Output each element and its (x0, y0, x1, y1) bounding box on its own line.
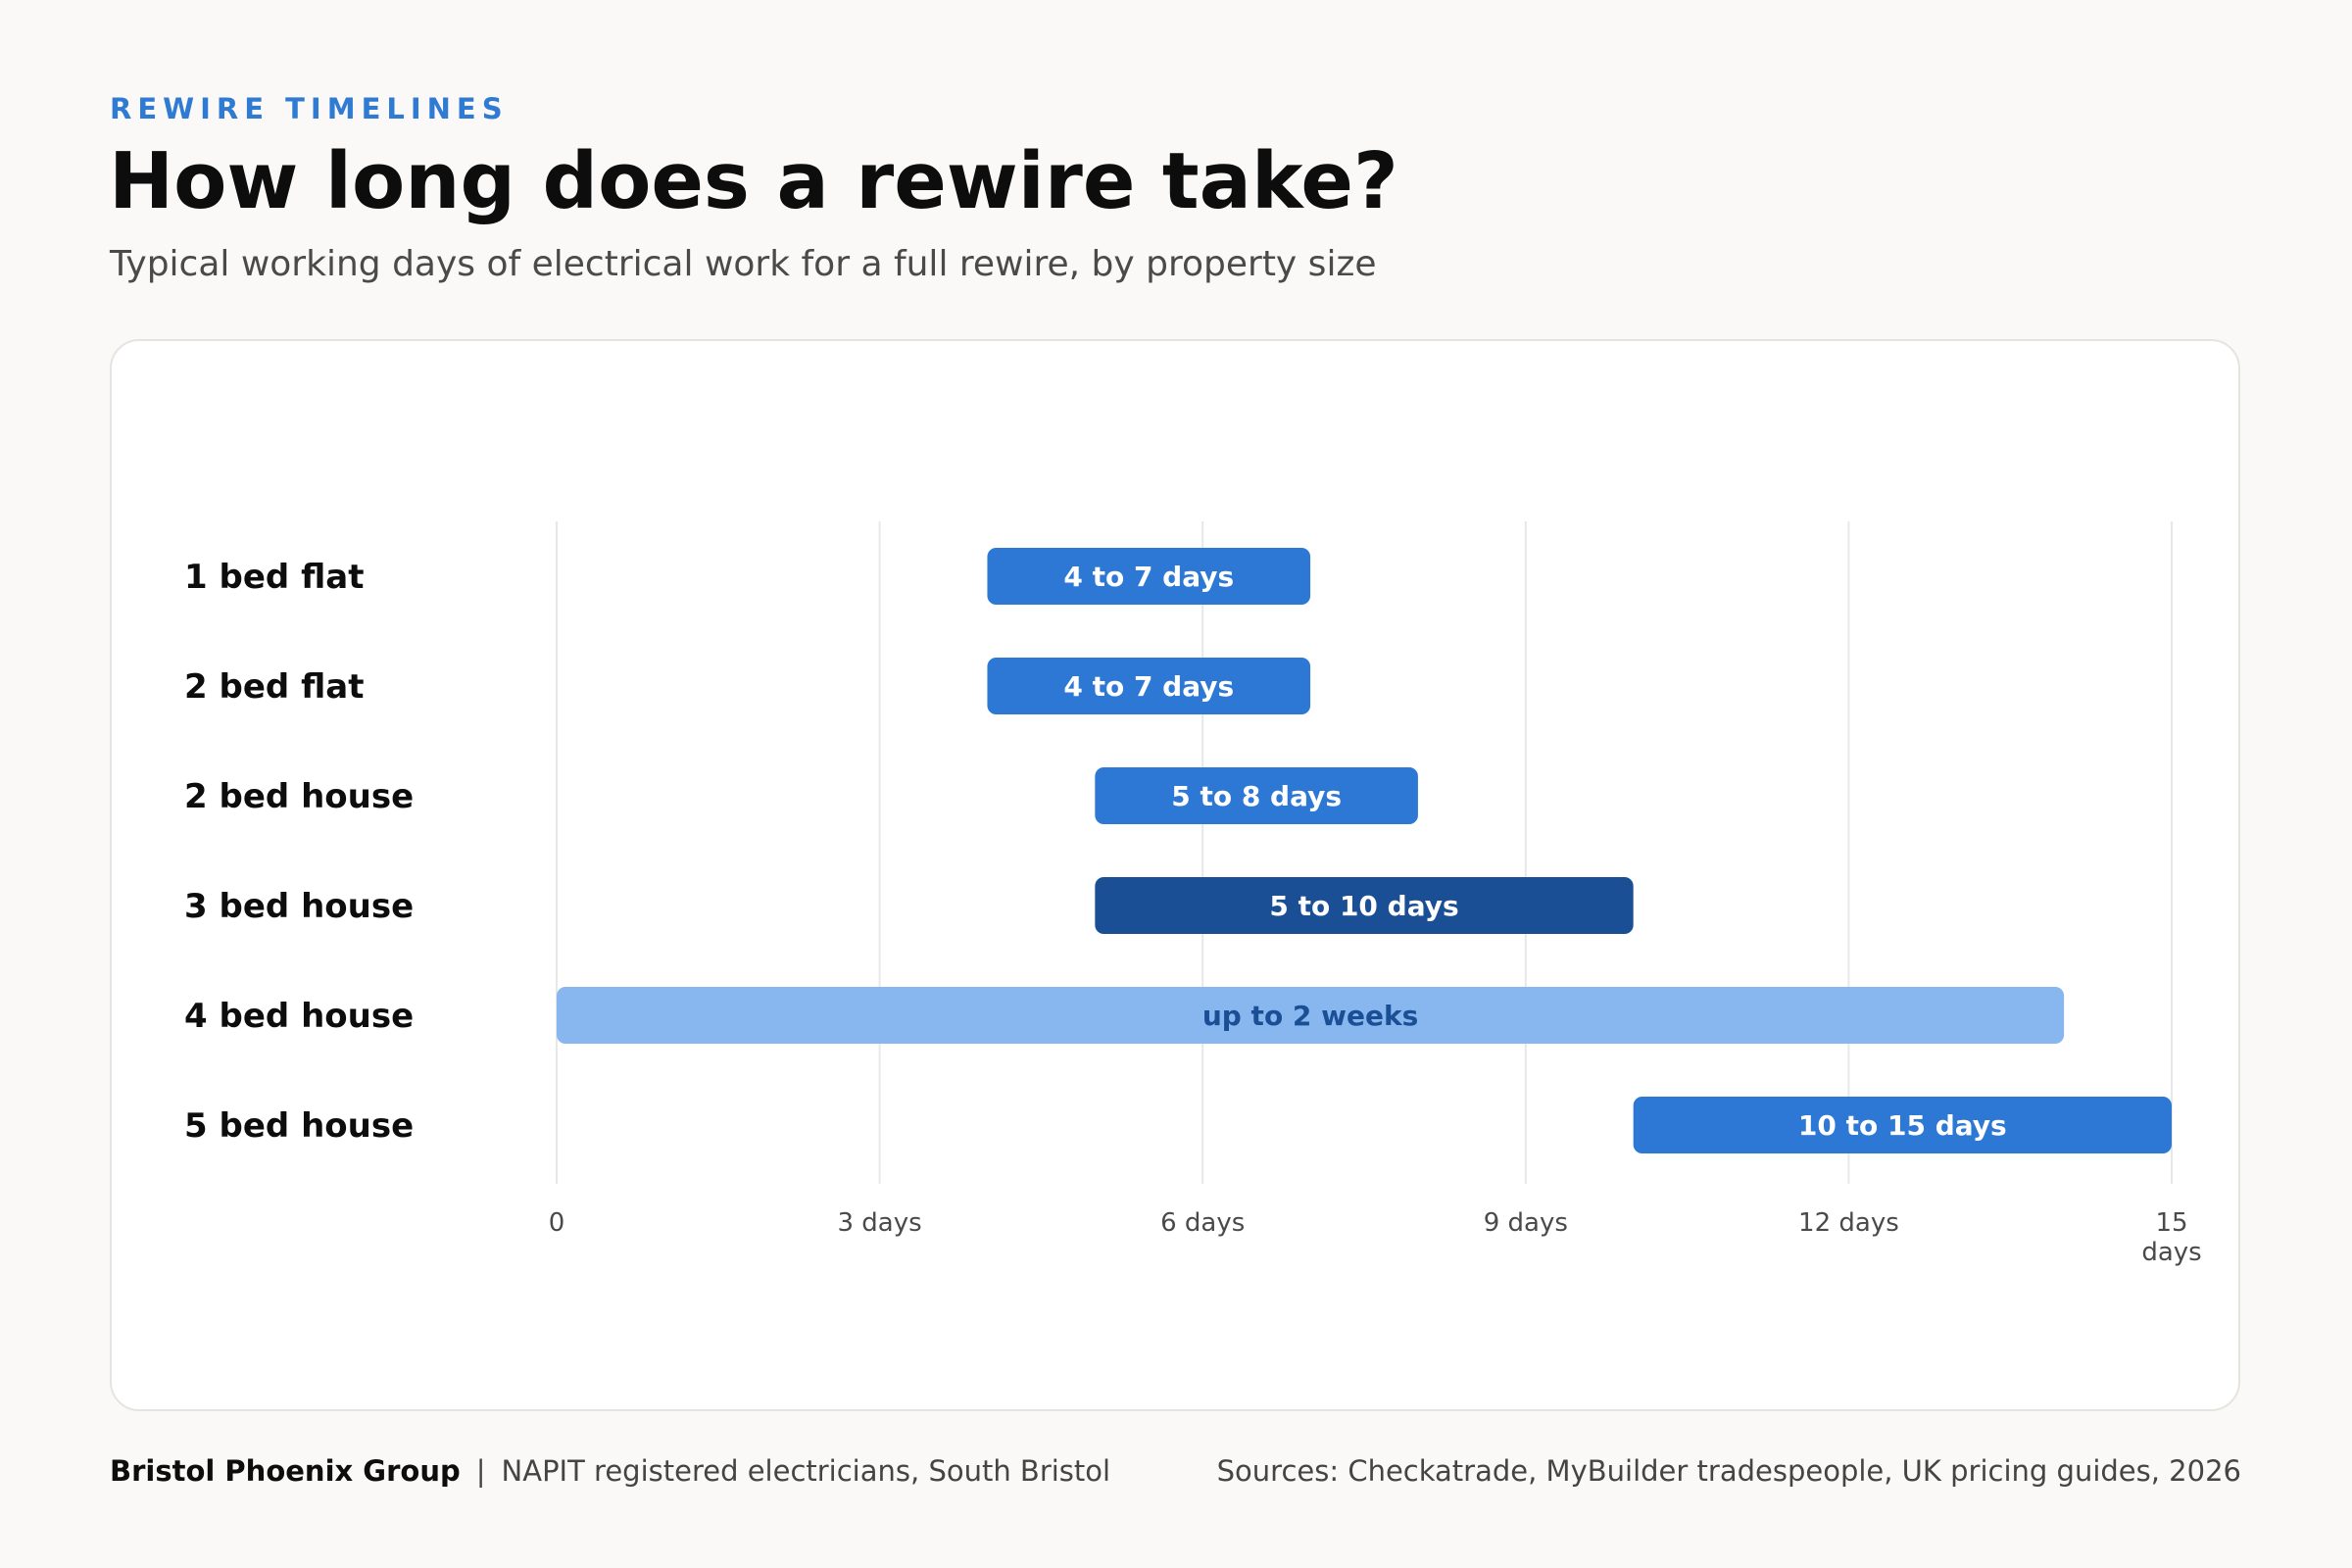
footer-brand: Bristol Phoenix Group (110, 1454, 461, 1488)
bar-data-label: 5 to 8 days (1171, 780, 1342, 812)
x-tick-label: 0 (549, 1208, 565, 1238)
bar-data-label: 5 to 10 days (1269, 890, 1458, 922)
range-bar-chart: 0 3 days 6 days 9 days 12 days 15 days 1 bed fl… (184, 521, 2202, 1267)
footer-tagline: NAPIT registered electricians, South Bri… (501, 1454, 1111, 1488)
range-bar (1633, 1097, 2172, 1153)
x-tick-label: 6 days (1160, 1208, 1245, 1238)
category-label: 3 bed house (184, 887, 414, 926)
category-label: 5 bed house (184, 1106, 414, 1146)
bar-data-label: 10 to 15 days (1798, 1109, 2007, 1142)
footer-sources: Sources: Checkatrade, MyBuilder tradespe… (1216, 1454, 2241, 1488)
bar-data-label: up to 2 weeks (1202, 1000, 1418, 1032)
category-label: 1 bed flat (184, 558, 364, 597)
x-tick-label: 3 days (838, 1208, 922, 1238)
category-label: 2 bed flat (184, 667, 364, 707)
range-bar (987, 658, 1311, 714)
bar-data-label: 4 to 7 days (1063, 670, 1234, 703)
page-subtitle: Typical working days of electrical work … (110, 244, 1377, 284)
bar-data-label: 4 to 7 days (1063, 561, 1234, 593)
range-bar (557, 987, 2065, 1044)
x-tick-label: 12 days (1798, 1208, 1899, 1238)
footer-left: Bristol Phoenix Group | NAPIT registered e… (110, 1454, 1110, 1488)
x-tick-label: 9 days (1484, 1208, 1568, 1238)
range-bar (987, 548, 1311, 605)
footer-separator: | (475, 1454, 486, 1488)
page-title: How long does a rewire take? (109, 136, 1398, 226)
eyebrow-label: REWIRE TIMELINES (110, 92, 509, 125)
category-label: 2 bed house (184, 777, 414, 816)
range-bar (1095, 767, 1418, 824)
x-tick-label: 15 days (2141, 1208, 2201, 1267)
range-bar (1095, 877, 1634, 934)
chart-card: 0 3 days 6 days 9 days 12 days 15 days 1 bed fl… (110, 339, 2240, 1411)
category-label: 4 bed house (184, 997, 414, 1036)
